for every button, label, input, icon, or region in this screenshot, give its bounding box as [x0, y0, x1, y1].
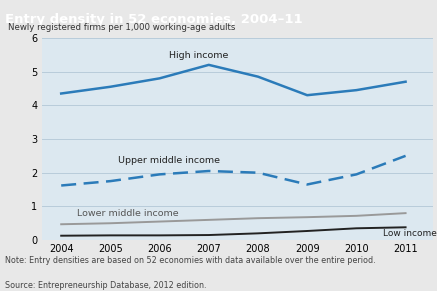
- Text: Upper middle income: Upper middle income: [118, 156, 220, 165]
- Text: Source: Entrepreneurship Database, 2012 edition.: Source: Entrepreneurship Database, 2012 …: [5, 281, 207, 290]
- Text: Note: Entry densities are based on 52 economies with data available over the ent: Note: Entry densities are based on 52 ec…: [5, 256, 376, 265]
- Text: Lower middle income: Lower middle income: [77, 209, 178, 218]
- Text: Low income: Low income: [383, 229, 437, 238]
- Text: Newly registered firms per 1,000 working-age adults: Newly registered firms per 1,000 working…: [8, 23, 236, 32]
- Text: Entry density in 52 economies, 2004–11: Entry density in 52 economies, 2004–11: [5, 13, 303, 26]
- Text: High income: High income: [169, 52, 229, 61]
